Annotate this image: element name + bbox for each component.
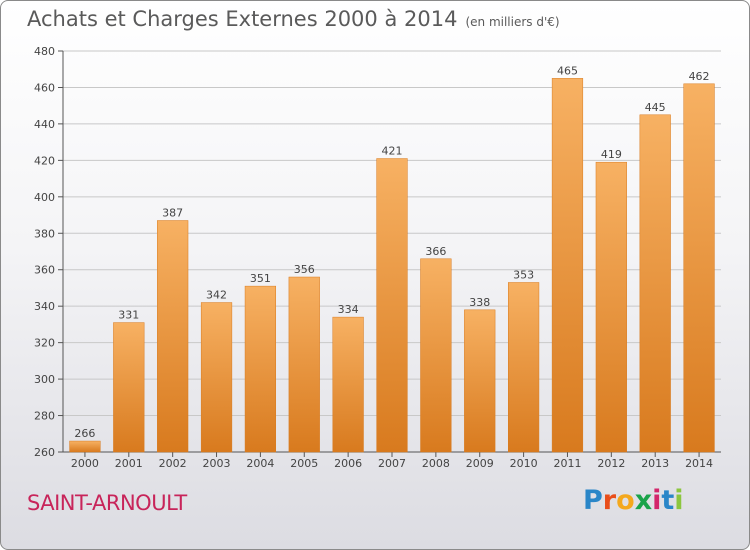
y-tick-label: 460 bbox=[34, 81, 55, 94]
y-tick-label: 380 bbox=[34, 227, 55, 240]
y-tick-label: 440 bbox=[34, 118, 55, 131]
bar-2014 bbox=[683, 83, 715, 453]
logo-letter: r bbox=[602, 485, 617, 516]
title-unit: (en milliers d'€) bbox=[465, 15, 560, 29]
logo-letter: P bbox=[583, 485, 603, 516]
bar-2000 bbox=[69, 440, 101, 453]
data-label: 338 bbox=[469, 296, 490, 309]
x-tick-label: 2003 bbox=[203, 457, 231, 470]
x-tick-label: 2002 bbox=[159, 457, 187, 470]
bar-2012 bbox=[595, 161, 627, 453]
bar-2003 bbox=[200, 302, 233, 453]
data-label: 351 bbox=[250, 272, 271, 285]
data-label: 342 bbox=[206, 289, 227, 302]
y-tick-label: 420 bbox=[34, 154, 55, 167]
bar-2001 bbox=[113, 322, 145, 453]
x-tick-label: 2011 bbox=[553, 457, 581, 470]
logo-letter: i bbox=[674, 485, 684, 516]
y-tick-label: 400 bbox=[34, 191, 55, 204]
chart-title: Achats et Charges Externes 2000 à 2014 (e… bbox=[27, 7, 560, 31]
y-tick-label: 340 bbox=[34, 300, 55, 313]
proxiti-logo[interactable]: Proxiti bbox=[583, 485, 684, 516]
bar-2013 bbox=[639, 114, 671, 453]
bar-2011 bbox=[551, 78, 584, 453]
x-tick-label: 2001 bbox=[115, 457, 143, 470]
data-label: 266 bbox=[74, 427, 95, 440]
data-label: 387 bbox=[162, 207, 183, 220]
title-text: Achats et Charges Externes 2000 à 2014 bbox=[27, 7, 458, 31]
bar-2004 bbox=[244, 285, 277, 453]
x-tick-label: 2010 bbox=[510, 457, 538, 470]
x-tick-label: 2013 bbox=[641, 457, 669, 470]
bar-2010 bbox=[507, 282, 540, 453]
data-label: 334 bbox=[338, 303, 359, 316]
data-label: 366 bbox=[425, 245, 446, 258]
logo-letter: x bbox=[634, 485, 653, 516]
x-tick-label: 2006 bbox=[334, 457, 362, 470]
y-tick-label: 260 bbox=[34, 446, 55, 459]
x-tick-label: 2012 bbox=[597, 457, 625, 470]
y-tick-label: 320 bbox=[34, 337, 55, 350]
data-label: 445 bbox=[645, 101, 666, 114]
data-label: 465 bbox=[557, 64, 578, 77]
x-tick-label: 2004 bbox=[246, 457, 274, 470]
data-label: 331 bbox=[118, 309, 139, 322]
logo-letter: i bbox=[652, 485, 662, 516]
data-label: 419 bbox=[601, 148, 622, 161]
x-tick-label: 2008 bbox=[422, 457, 450, 470]
y-tick-label: 360 bbox=[34, 264, 55, 277]
bar-2006 bbox=[332, 316, 364, 453]
bar-2002 bbox=[157, 220, 189, 453]
data-label: 353 bbox=[513, 268, 534, 281]
x-tick-label: 2009 bbox=[466, 457, 494, 470]
logo-letter: t bbox=[661, 485, 675, 516]
x-tick-label: 2014 bbox=[685, 457, 713, 470]
x-tick-label: 2000 bbox=[71, 457, 99, 470]
y-tick-label: 300 bbox=[34, 373, 55, 386]
bar-2009 bbox=[464, 309, 496, 453]
logo-letter: o bbox=[616, 485, 635, 516]
y-tick-label: 480 bbox=[34, 45, 55, 58]
x-tick-label: 2005 bbox=[290, 457, 318, 470]
data-label: 421 bbox=[382, 145, 403, 158]
x-tick-label: 2007 bbox=[378, 457, 406, 470]
place-name: SAINT-ARNOULT bbox=[27, 491, 187, 515]
y-tick-label: 280 bbox=[34, 410, 55, 423]
data-label: 356 bbox=[294, 263, 315, 276]
bar-2005 bbox=[288, 276, 320, 453]
bar-2007 bbox=[376, 158, 408, 453]
data-label: 462 bbox=[689, 70, 710, 83]
bar-2008 bbox=[420, 258, 452, 453]
